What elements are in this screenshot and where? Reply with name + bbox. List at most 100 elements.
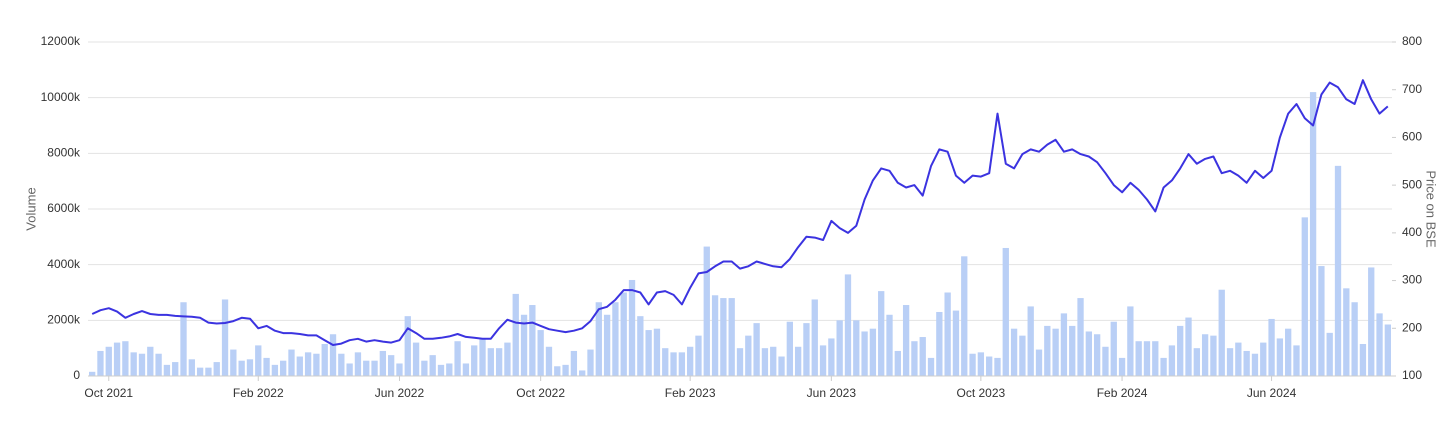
y2-tick-label: 800 <box>1402 34 1422 48</box>
y-tick-label: 8000k <box>47 146 81 160</box>
bar <box>429 355 436 376</box>
bar <box>778 356 785 376</box>
bar <box>1218 289 1225 376</box>
bar <box>1143 341 1151 376</box>
bar <box>720 298 727 376</box>
bar <box>454 341 461 376</box>
bar <box>545 346 553 376</box>
bar <box>678 352 686 376</box>
bar <box>1376 313 1383 376</box>
bar <box>504 342 511 376</box>
bar <box>1193 348 1200 376</box>
bar <box>878 291 885 376</box>
bar <box>1226 348 1234 376</box>
bar <box>404 316 411 376</box>
bar <box>836 320 843 376</box>
y2-tick-label: 600 <box>1402 130 1422 144</box>
bar <box>919 337 926 376</box>
bar <box>595 302 602 376</box>
x-tick-label: Oct 2022 <box>516 386 565 400</box>
y-tick-label: 0 <box>73 368 80 382</box>
bar <box>205 367 212 376</box>
bar <box>396 363 403 376</box>
bar <box>1260 342 1267 376</box>
bar <box>703 246 710 376</box>
bar <box>587 349 594 376</box>
bar <box>304 352 312 376</box>
bar <box>986 356 993 376</box>
bar <box>1318 266 1325 376</box>
x-tick-label: Jun 2024 <box>1247 386 1297 400</box>
bar <box>462 363 470 376</box>
bar <box>1093 334 1101 376</box>
bar <box>1044 325 1051 376</box>
bar <box>603 314 611 376</box>
bar <box>1293 345 1300 376</box>
y2-tick-label: 300 <box>1402 273 1422 287</box>
bar <box>246 359 254 376</box>
bar <box>1135 341 1142 376</box>
bar <box>421 360 428 376</box>
bar <box>1010 328 1018 376</box>
bar <box>437 364 445 376</box>
bar <box>861 331 868 376</box>
bar <box>163 364 171 376</box>
bar <box>105 346 112 376</box>
bar <box>944 292 951 376</box>
bar <box>1160 357 1167 376</box>
bar <box>138 353 146 376</box>
x-tick-label: Feb 2022 <box>233 386 284 400</box>
bar <box>446 363 453 376</box>
bar <box>113 342 121 376</box>
bar <box>761 348 769 376</box>
y-tick-label: 10000k <box>41 90 81 104</box>
bar <box>952 310 960 376</box>
y2-tick-label: 500 <box>1402 177 1422 191</box>
bar <box>786 321 793 376</box>
bar <box>495 348 503 376</box>
bar <box>1368 267 1375 376</box>
y-tick-label: 6000k <box>47 201 81 215</box>
y2-tick-label: 700 <box>1402 82 1422 96</box>
bar <box>1069 325 1076 376</box>
bar <box>388 355 395 376</box>
bar <box>994 357 1001 376</box>
bar <box>371 360 378 376</box>
bar <box>238 360 245 376</box>
bar <box>828 338 835 376</box>
bar <box>172 362 179 376</box>
bar <box>1301 217 1308 376</box>
bar <box>579 370 586 376</box>
bar <box>196 367 204 376</box>
bar <box>977 352 985 376</box>
x-tick-label: Oct 2021 <box>84 386 133 400</box>
bar <box>147 346 154 376</box>
bar <box>412 342 420 376</box>
bar <box>894 350 901 376</box>
bar <box>1351 302 1358 376</box>
bar <box>728 298 735 376</box>
bar <box>1276 338 1284 376</box>
bar <box>969 353 976 376</box>
bar <box>770 346 777 376</box>
bar <box>803 323 810 376</box>
bar <box>1359 343 1367 376</box>
x-tick-label: Feb 2024 <box>1097 386 1148 400</box>
bar <box>213 362 220 376</box>
bar <box>1268 318 1275 376</box>
bar <box>338 353 345 376</box>
bar <box>628 279 636 376</box>
bar <box>1185 317 1192 376</box>
bar <box>1210 335 1217 376</box>
bar <box>313 353 320 376</box>
bar <box>653 328 661 376</box>
bar <box>529 305 536 376</box>
bar <box>354 352 362 376</box>
bar <box>1110 321 1117 376</box>
bar <box>753 323 760 376</box>
bar <box>520 314 528 376</box>
bar <box>554 366 561 376</box>
bar <box>188 359 195 376</box>
bar <box>570 350 578 376</box>
x-tick-label: Oct 2023 <box>957 386 1006 400</box>
